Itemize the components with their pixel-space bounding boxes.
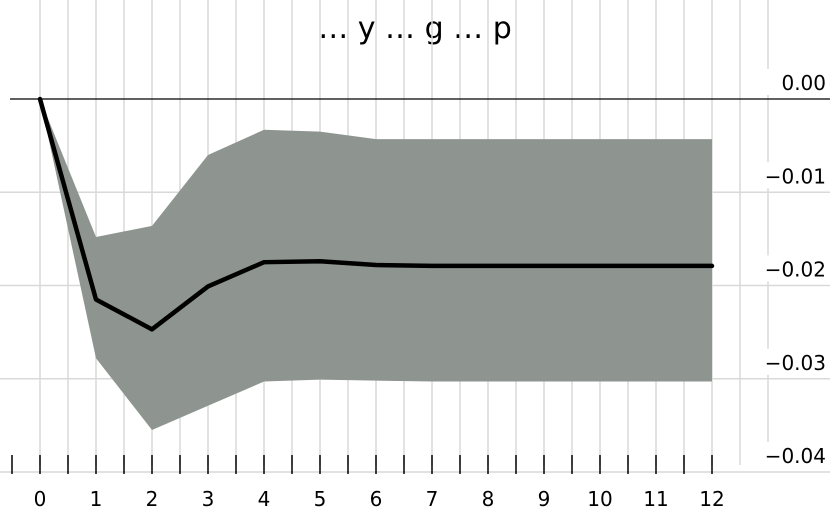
x-axis <box>11 455 713 474</box>
response-line-layer <box>37 96 715 332</box>
y-tick-label: −0.02 <box>765 258 826 282</box>
x-tick-label: 9 <box>538 487 551 511</box>
x-tick-label: 6 <box>370 487 383 511</box>
y-tick-label-bg <box>750 348 830 375</box>
title-fragment: … y … g … p <box>318 11 512 46</box>
x-tick-label: 1 <box>90 487 103 511</box>
x-tick-label: 3 <box>202 487 215 511</box>
y-tick-label: 0.00 <box>781 71 826 95</box>
y-tick-label-bg <box>750 69 830 95</box>
y-tick-label-bg <box>750 255 830 282</box>
x-tick-label: 2 <box>146 487 159 511</box>
y-tick-label: −0.04 <box>765 444 826 468</box>
x-tick-label: 0 <box>34 487 47 511</box>
x-tick-label: 12 <box>699 487 724 511</box>
y-tick-label: −0.01 <box>765 164 826 188</box>
y-tick-label-bg <box>750 162 830 189</box>
chart-title: … y … g … p <box>318 11 512 46</box>
y-tick-label-bg <box>750 442 830 468</box>
x-tick-label: 10 <box>587 487 612 511</box>
x-tick-label: 4 <box>258 487 271 511</box>
x-tick-labels: 0 1 2 3 4 5 6 7 8 9 10 11 12 <box>34 487 725 511</box>
response-line <box>37 96 715 332</box>
x-tick-label: 5 <box>314 487 327 511</box>
x-tick-label: 11 <box>643 487 668 511</box>
y-tick-labels: 0.00 −0.01 −0.02 −0.03 −0.04 <box>750 69 830 468</box>
x-tick-label: 8 <box>482 487 495 511</box>
x-tick-label: 7 <box>426 487 439 511</box>
y-tick-label: −0.03 <box>765 351 826 375</box>
